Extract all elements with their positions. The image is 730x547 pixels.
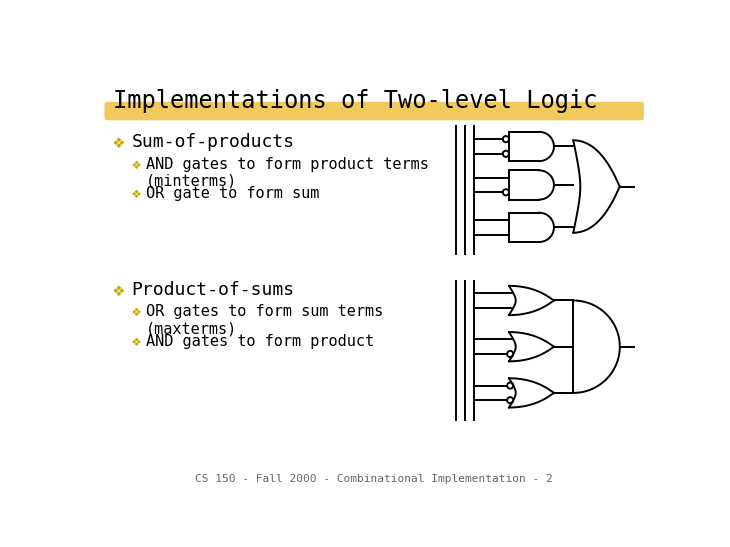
Text: AND gates to form product: AND gates to form product [145, 334, 374, 348]
Text: Sum-of-products: Sum-of-products [131, 133, 295, 152]
Text: ❖: ❖ [113, 281, 125, 300]
Text: ❖: ❖ [131, 304, 141, 319]
Text: OR gates to form sum terms
(maxterms): OR gates to form sum terms (maxterms) [145, 304, 383, 337]
Text: Product-of-sums: Product-of-sums [131, 281, 295, 299]
Text: OR gate to form sum: OR gate to form sum [145, 186, 319, 201]
Text: Implementations of Two-level Logic: Implementations of Two-level Logic [113, 89, 597, 113]
Text: ❖: ❖ [131, 186, 141, 201]
Text: ❖: ❖ [131, 334, 141, 348]
FancyBboxPatch shape [104, 102, 644, 120]
Text: ❖: ❖ [113, 133, 125, 153]
Text: CS 150 - Fall 2000 - Combinational Implementation - 2: CS 150 - Fall 2000 - Combinational Imple… [195, 474, 553, 484]
Text: ❖: ❖ [131, 156, 141, 172]
Text: AND gates to form product terms
(minterms): AND gates to form product terms (minterm… [145, 156, 429, 189]
